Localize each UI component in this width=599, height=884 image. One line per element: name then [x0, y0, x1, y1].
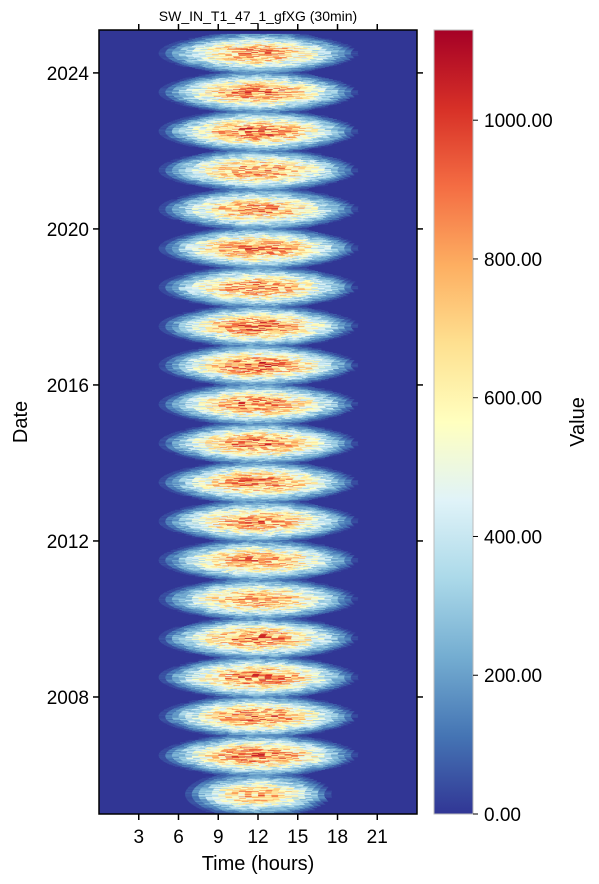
- heatmap-cell: [352, 674, 359, 675]
- heatmap-cell: [300, 736, 307, 737]
- heatmap-cell: [202, 778, 209, 779]
- heatmap-cell: [192, 700, 199, 701]
- heatmap-cell: [175, 744, 182, 745]
- heatmap-cell: [189, 662, 196, 663]
- heatmap-cell: [180, 703, 187, 704]
- heatmap-cell: [351, 714, 358, 715]
- heatmap-cell: [318, 700, 325, 701]
- heatmap-cell: [300, 658, 307, 659]
- heatmap-plot-area: [99, 30, 417, 814]
- heatmap-cell: [207, 697, 214, 698]
- heatmap-cell: [300, 697, 307, 698]
- heatmap-cell: [189, 740, 196, 741]
- heatmap-cell: [180, 664, 187, 665]
- heatmap-cell: [199, 738, 206, 739]
- heatmap-cell: [206, 777, 213, 778]
- heatmap-cell: [352, 752, 359, 753]
- heatmap-cell: [314, 738, 321, 739]
- heatmap-cell: [314, 660, 321, 661]
- heatmap-cell: [180, 742, 187, 743]
- heatmap-cell: [325, 791, 332, 792]
- heatmap-cell: [199, 660, 206, 661]
- chart-title: SW_IN_T1_47_1_gfXG (30min): [159, 8, 357, 24]
- heatmap-cell: [173, 667, 180, 668]
